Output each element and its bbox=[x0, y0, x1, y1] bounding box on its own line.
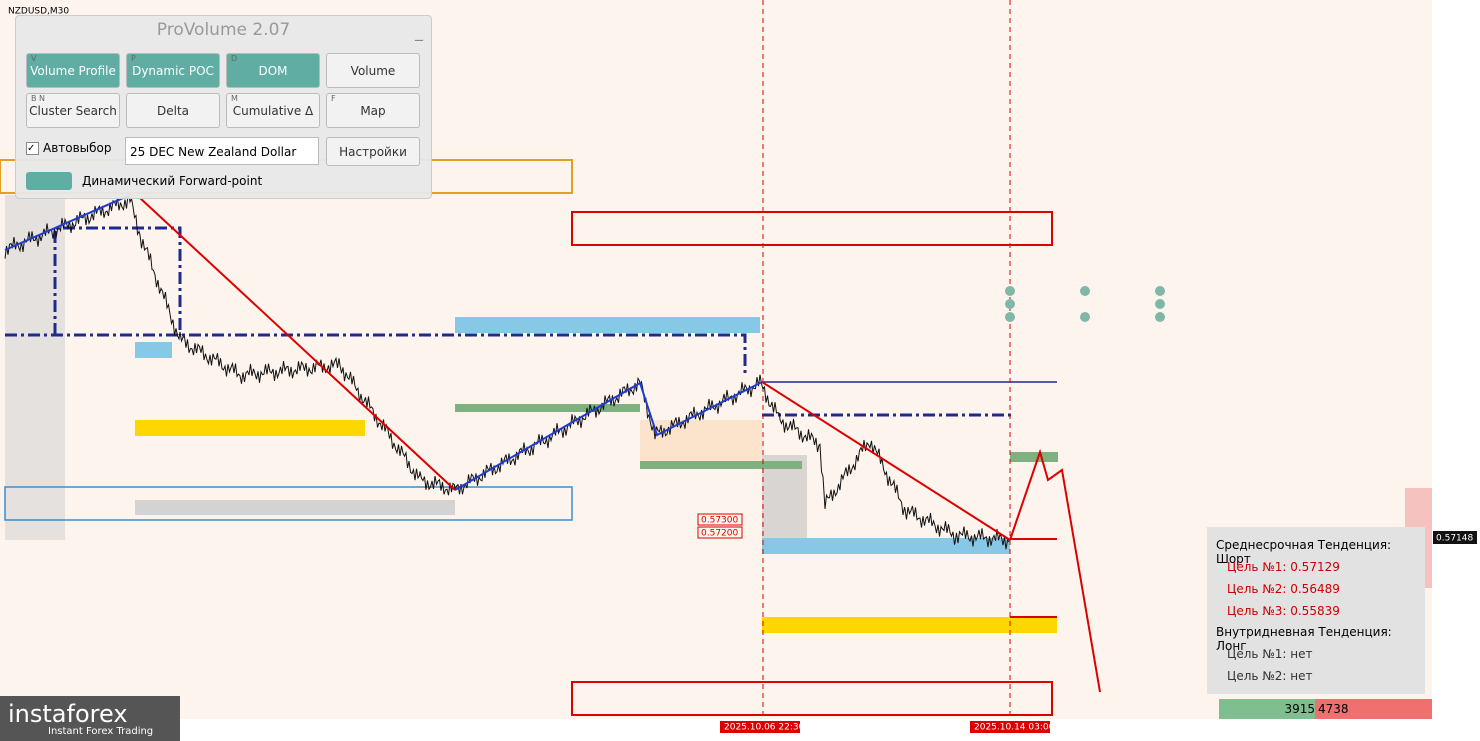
forward-label: Динамический Forward-point bbox=[82, 174, 263, 188]
trend-line bbox=[4, 194, 131, 251]
target: Цель №1: нет bbox=[1227, 647, 1313, 661]
marker-label: 2025.10.06 22:30 bbox=[724, 723, 805, 733]
zone bbox=[571, 681, 1053, 716]
axis-bg bbox=[1432, 0, 1480, 741]
panel-button[interactable]: D DOM bbox=[226, 53, 320, 88]
trend-line bbox=[761, 381, 1011, 541]
zone bbox=[640, 461, 802, 469]
button-label: Volume bbox=[350, 63, 396, 78]
panel-button[interactable]: M Cumulative Δ bbox=[226, 93, 320, 128]
target: Цель №3: 0.55839 bbox=[1227, 604, 1340, 618]
volume-profile bbox=[762, 455, 807, 540]
zone bbox=[135, 500, 455, 515]
current-price-tag bbox=[1433, 531, 1477, 544]
logo: instaforex Instant Forex Trading bbox=[0, 696, 180, 741]
sell-volume: 4738 bbox=[1315, 699, 1432, 719]
trend: Внутридневная Тенденция: Лонг bbox=[1216, 625, 1392, 653]
panel-button[interactable]: B N Cluster Search bbox=[26, 93, 120, 128]
sell-label: 4738 bbox=[1318, 702, 1349, 716]
trend-line bbox=[139, 197, 456, 491]
poc-line bbox=[53, 226, 182, 335]
button-label: Map bbox=[360, 103, 386, 118]
logo-tagline: Instant Forex Trading bbox=[48, 726, 154, 737]
target: Цель №1: 0.57129 bbox=[1227, 560, 1340, 574]
button-label: DOM bbox=[258, 63, 288, 78]
marker-tag bbox=[970, 721, 1050, 733]
button-key: P bbox=[131, 54, 136, 63]
volume-profile bbox=[5, 195, 65, 540]
zone bbox=[135, 420, 365, 436]
provolume-panel: ProVolume 2.07 _ V Volume Profile P Dynamic… bbox=[15, 15, 432, 199]
minimize[interactable]: _ bbox=[415, 22, 423, 41]
marker-tag bbox=[720, 721, 800, 733]
zone bbox=[571, 211, 1053, 246]
zone bbox=[762, 617, 1057, 633]
price-line bbox=[4, 193, 1010, 550]
button-key: V bbox=[31, 54, 37, 63]
current-price: 0.57148 bbox=[1436, 534, 1473, 544]
trend: Среднесрочная Тенденция: Шорт bbox=[1216, 538, 1392, 566]
trend-line bbox=[454, 381, 763, 491]
logo-name: instaforex bbox=[8, 700, 128, 728]
target: Цель №2: нет bbox=[1227, 669, 1313, 683]
check: ✓ bbox=[26, 141, 39, 155]
button-label: Dynamic POC bbox=[132, 63, 214, 78]
symbol: NZDUSD,M30 bbox=[8, 7, 69, 17]
zone bbox=[762, 538, 1010, 554]
box bbox=[697, 526, 743, 539]
settings-label: Настройки bbox=[339, 144, 407, 159]
panel-button[interactable]: V Volume Profile bbox=[26, 53, 120, 88]
button-label: Delta bbox=[156, 103, 189, 118]
button-key: F bbox=[331, 94, 336, 103]
instrument: 25 DEC New Zealand Dollar bbox=[130, 145, 297, 159]
checkbox-label: Автовыбор bbox=[43, 141, 112, 155]
zone bbox=[455, 404, 640, 412]
button-key: D bbox=[231, 54, 238, 63]
box-label: 0.57200 bbox=[701, 529, 738, 539]
toggle[interactable] bbox=[26, 172, 72, 190]
forecast bbox=[1009, 448, 1101, 693]
settings-button[interactable]: Настройки bbox=[326, 137, 420, 166]
button-label: Cluster Search bbox=[29, 103, 117, 118]
time-bg bbox=[0, 719, 1432, 741]
buy-volume: 3915 bbox=[1219, 699, 1315, 719]
panel-button[interactable]: Delta bbox=[126, 93, 220, 128]
button-label: Cumulative Δ bbox=[232, 103, 314, 118]
target: Цель №2: 0.56489 bbox=[1227, 582, 1340, 596]
panel-button[interactable]: F Map bbox=[326, 93, 420, 128]
panel-button[interactable]: Volume bbox=[326, 53, 420, 88]
box-label: 0.57300 bbox=[701, 516, 738, 526]
zone bbox=[135, 342, 172, 358]
button-label: Volume Profile bbox=[30, 63, 116, 78]
zone bbox=[640, 420, 762, 468]
zone bbox=[455, 317, 760, 333]
box bbox=[697, 513, 743, 526]
zone bbox=[4, 486, 573, 521]
instrument-select[interactable]: 25 DEC New Zealand Dollar bbox=[125, 137, 319, 165]
checkbox[interactable]: ✓ Автовыбор bbox=[26, 141, 112, 155]
button-key: M bbox=[231, 94, 238, 103]
panel-button[interactable]: P Dynamic POC bbox=[126, 53, 220, 88]
poc-line bbox=[5, 333, 747, 375]
zone bbox=[1010, 452, 1058, 462]
panel-title: ProVolume 2.07 bbox=[156, 20, 291, 40]
buy-label: 3915 bbox=[1284, 702, 1315, 716]
marker-label: 2025.10.14 03:00 bbox=[974, 723, 1055, 733]
button-key: B N bbox=[31, 94, 46, 103]
info-box: Среднесрочная Тенденция: Шорт Цель №1: 0… bbox=[1207, 527, 1425, 694]
dots bbox=[1005, 286, 1165, 322]
